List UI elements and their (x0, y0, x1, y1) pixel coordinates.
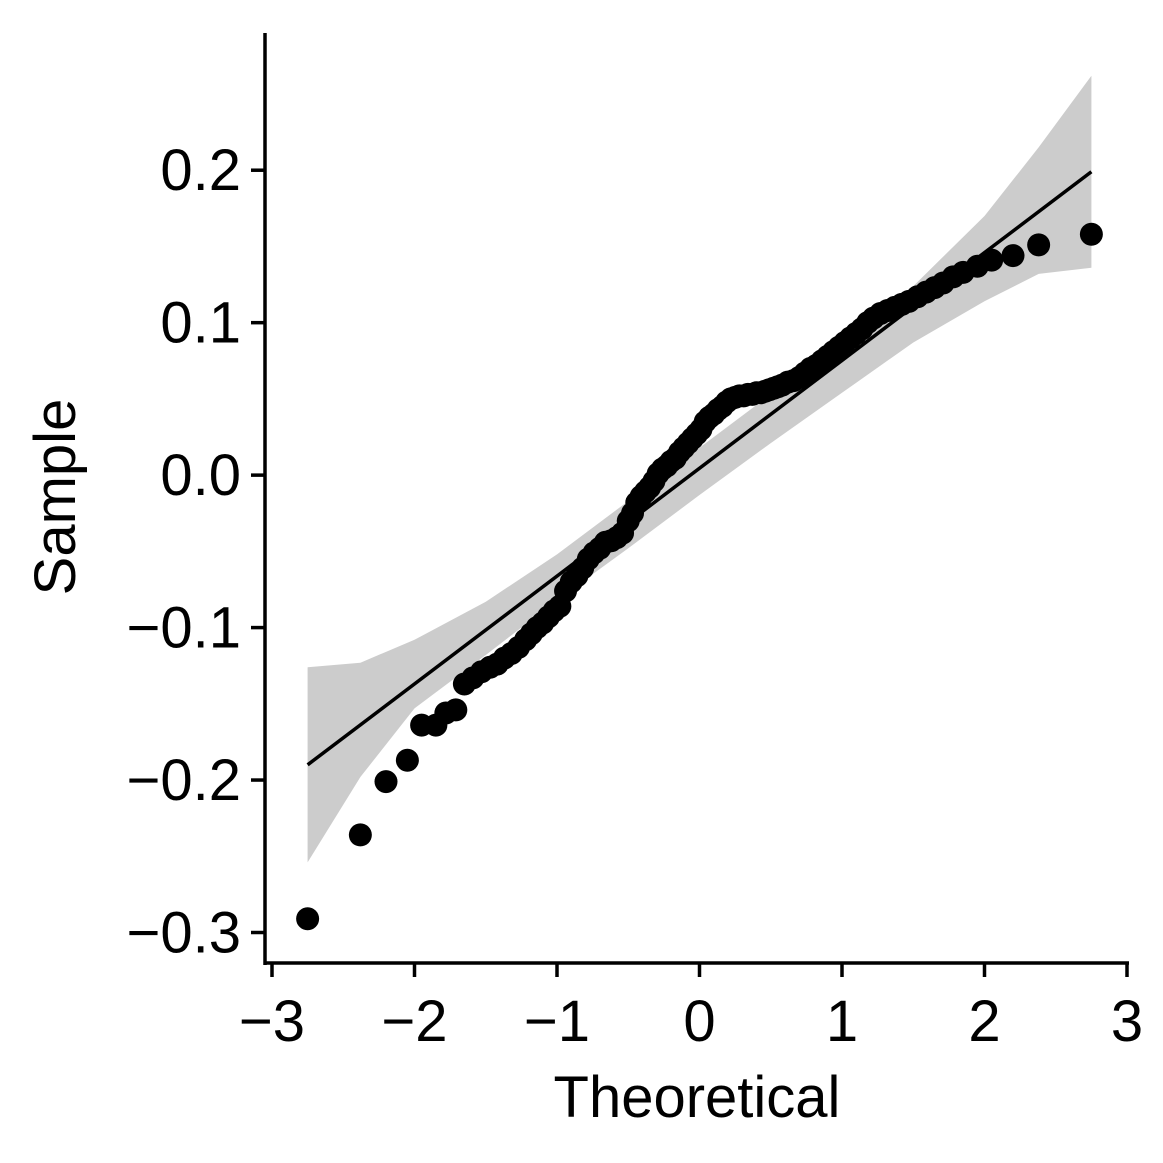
points-layer (296, 222, 1103, 931)
data-point (444, 698, 468, 722)
y-axis-ticks: −0.3 −0.2 −0.1 0.0 0.1 0.2 (127, 138, 265, 966)
data-point (1001, 244, 1025, 268)
data-point (296, 907, 320, 931)
y-tick-label: −0.3 (127, 901, 242, 966)
x-tick-label: −2 (381, 989, 447, 1054)
data-point (1027, 233, 1051, 257)
x-tick-label: −1 (524, 989, 590, 1054)
x-tick-label: 3 (1111, 989, 1143, 1054)
data-point (395, 748, 419, 772)
data-point (374, 770, 398, 794)
data-point (980, 248, 1004, 272)
y-tick-label: −0.1 (127, 596, 242, 661)
y-axis-title: Sample (23, 399, 88, 596)
y-tick-label: 0.2 (160, 138, 241, 203)
x-axis-title: Theoretical (554, 1065, 841, 1130)
x-tick-label: 0 (683, 989, 715, 1054)
x-tick-label: 2 (968, 989, 1000, 1054)
y-tick-label: 0.1 (160, 291, 241, 356)
y-tick-label: 0.0 (160, 443, 241, 508)
data-point (348, 823, 372, 847)
data-point (1079, 222, 1103, 246)
x-tick-label: −3 (239, 989, 305, 1054)
y-tick-label: −0.2 (127, 748, 242, 813)
x-axis-ticks: −3 −2 −1 0 1 2 3 (239, 963, 1143, 1054)
x-tick-label: 1 (826, 989, 858, 1054)
